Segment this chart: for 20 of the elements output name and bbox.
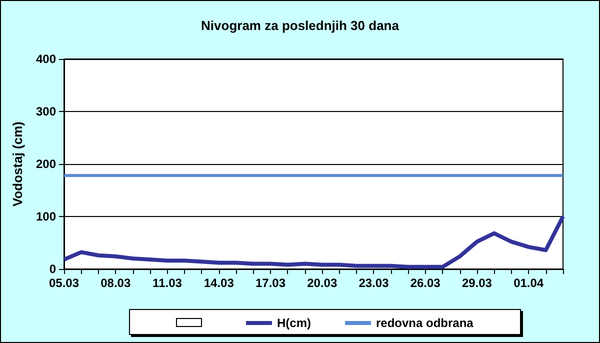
y-tick-label: 0 — [49, 262, 56, 276]
y-tick-label: 300 — [36, 104, 56, 118]
line-series — [62, 214, 565, 269]
x-tick-label: 11.03 — [152, 276, 182, 290]
y-axis-title: Vodostaj (cm) — [10, 122, 25, 206]
chart-title: Nivogram za poslednjih 30 dana — [201, 18, 400, 33]
x-tick-label: 17.03 — [255, 276, 286, 290]
x-tick-label: 01.04 — [514, 276, 544, 290]
x-tick-label: 05.03 — [48, 276, 80, 290]
y-tick-label: 200 — [36, 157, 56, 171]
x-tick-label: 29.03 — [462, 276, 492, 290]
y-tick-label: 400 — [36, 52, 56, 66]
legend-label: H(cm) — [277, 316, 312, 330]
x-tick-label: 23.03 — [358, 276, 390, 290]
x-tick-label: 08.03 — [100, 276, 131, 290]
x-tick-label: 26.03 — [410, 276, 441, 290]
y-tick-label: 100 — [36, 210, 56, 224]
legend-label: redovna odbrana — [376, 316, 474, 330]
x-tick-label: 14.03 — [204, 276, 234, 290]
x-tick-label: 20.03 — [307, 276, 338, 290]
